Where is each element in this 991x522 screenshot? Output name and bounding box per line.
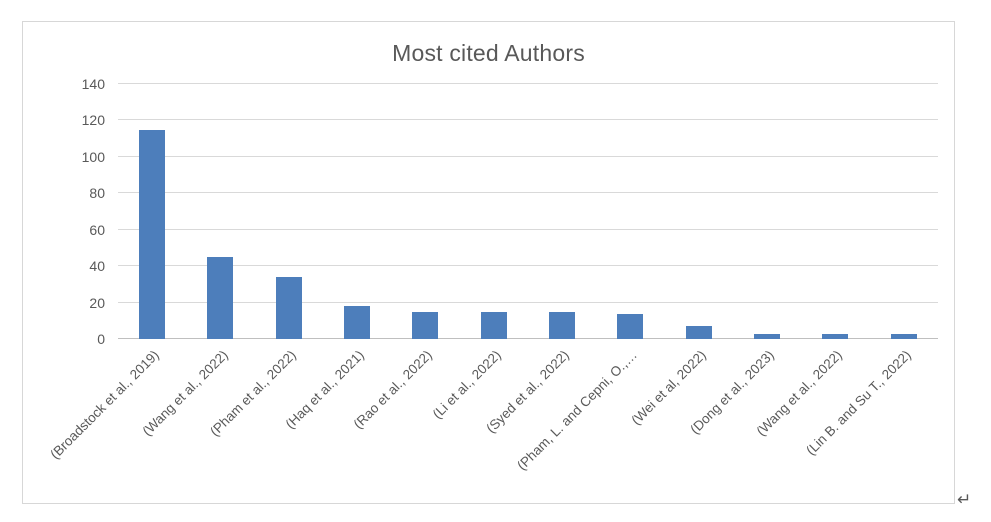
y-axis-tick-label: 40 <box>89 258 105 275</box>
plot-area <box>118 83 938 339</box>
bar[interactable] <box>754 333 781 339</box>
bar[interactable] <box>685 326 712 339</box>
y-axis-tick-label: 60 <box>89 221 105 238</box>
bar-slot <box>801 84 869 339</box>
bar[interactable] <box>207 257 234 339</box>
bar-slot <box>323 84 391 339</box>
bar[interactable] <box>480 311 507 339</box>
bar[interactable] <box>890 333 917 339</box>
bar[interactable] <box>139 129 166 339</box>
x-axis-line <box>118 338 938 339</box>
gridline <box>118 155 938 157</box>
bar-slot <box>870 84 938 339</box>
bar-slot <box>186 84 254 339</box>
bar-slot <box>596 84 664 339</box>
gridline <box>118 228 938 230</box>
bar[interactable] <box>275 277 302 339</box>
gridline <box>118 83 938 84</box>
paragraph-return-mark: ↵ <box>957 490 972 509</box>
bar-slot <box>118 84 186 339</box>
y-axis-tick-label: 80 <box>89 185 105 202</box>
bar[interactable] <box>822 333 849 339</box>
x-axis: (Broadstock et al., 2019) (Wang et al., 2… <box>47 345 938 495</box>
bar-series <box>118 84 938 339</box>
gridline <box>118 192 938 194</box>
gridline <box>118 301 938 303</box>
x-axis-slot: (Lin B. and Su T., 2022) <box>803 345 938 495</box>
bar-slot <box>528 84 596 339</box>
y-axis-tick-label: 140 <box>81 76 105 92</box>
chart-title: Most cited Authors <box>392 40 585 66</box>
y-axis-tick-label: 120 <box>81 112 105 129</box>
y-axis-tick-label: 20 <box>89 294 105 311</box>
gridline <box>118 119 938 121</box>
y-axis-tick-label: 0 <box>97 331 105 347</box>
y-axis-tick-label: 100 <box>81 148 105 165</box>
bar-slot <box>391 84 459 339</box>
bar-slot <box>733 84 801 339</box>
bar-slot <box>460 84 528 339</box>
bar-slot <box>255 84 323 339</box>
chart-object[interactable]: Most cited Authors 0 20 40 60 80 100 120 140 (B… <box>22 21 955 504</box>
bar[interactable] <box>549 311 576 339</box>
y-axis: 0 20 40 60 80 100 120 140 <box>23 76 105 347</box>
bar[interactable] <box>412 311 439 339</box>
gridline <box>118 265 938 267</box>
bar-slot <box>665 84 733 339</box>
bar[interactable] <box>344 306 371 339</box>
bar[interactable] <box>617 313 644 339</box>
